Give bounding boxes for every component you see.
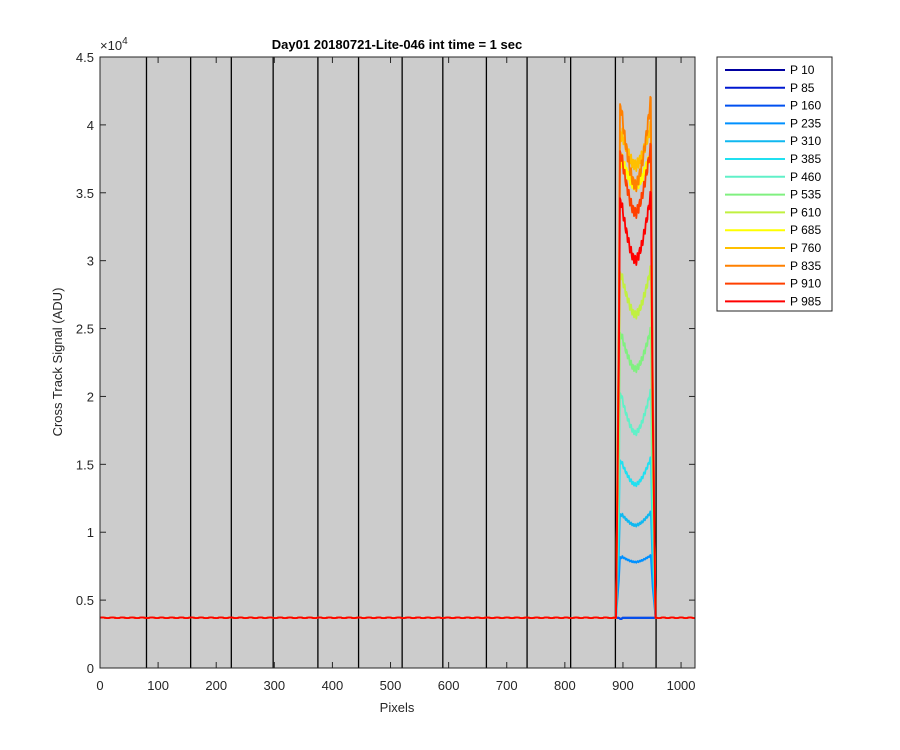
y-tick-label: 1.5 (76, 457, 94, 472)
legend-box (716, 56, 833, 312)
vertical-markers (145, 57, 657, 668)
x-tick-label: 1000 (667, 678, 696, 693)
x-tick-label: 0 (96, 678, 103, 693)
x-tick-label: 200 (205, 678, 227, 693)
x-tick-label: 600 (438, 678, 460, 693)
y-axis-label: Cross Track Signal (ADU) (50, 288, 65, 437)
y-exponent-label: ×104 (100, 36, 128, 53)
y-tick-label: 3 (87, 254, 94, 269)
x-tick-label: 400 (322, 678, 344, 693)
legend-entry: P 310 (790, 134, 821, 148)
x-tick-label: 300 (263, 678, 285, 693)
legend-entry: P 685 (790, 223, 821, 237)
y-tick-label: 1 (87, 525, 94, 540)
legend-entry: P 10 (790, 63, 815, 77)
chart-title: Day01 20180721-Lite-046 int time = 1 sec (272, 37, 522, 52)
legend-entry: P 610 (790, 205, 821, 219)
y-axis: 0 0.5 1 1.5 2 2.5 3 3.5 4 4.5 (76, 50, 695, 676)
y-tick-label: 4 (87, 118, 94, 133)
plot-frame (99, 56, 696, 669)
y-tick-label: 0.5 (76, 593, 94, 608)
plot-area (100, 57, 695, 668)
y-tick-label: 2 (87, 389, 94, 404)
legend-entry: P 535 (790, 188, 821, 202)
legend-entry: P 385 (790, 152, 821, 166)
x-tick-label: 500 (380, 678, 402, 693)
y-tick-label: 0 (87, 661, 94, 676)
legend-entry: P 985 (790, 294, 821, 308)
legend-entry: P 235 (790, 116, 821, 130)
x-tick-label: 900 (612, 678, 634, 693)
x-tick-label: 700 (496, 678, 518, 693)
legend-entry: P 160 (790, 99, 821, 113)
legend-entry: P 85 (790, 81, 815, 95)
y-tick-label: 3.5 (76, 186, 94, 201)
x-axis-label: Pixels (380, 700, 415, 715)
legend-entry: P 760 (790, 241, 821, 255)
x-tick-label: 800 (554, 678, 576, 693)
legend-entry: P 835 (790, 259, 821, 273)
legend-entry: P 460 (790, 170, 821, 184)
series-lines (99, 95, 695, 620)
legend-entry: P 910 (790, 277, 821, 291)
y-tick-label: 2.5 (76, 322, 94, 337)
x-axis: 0 100 200 300 400 500 600 700 800 900 1000 (96, 57, 696, 693)
y-tick-label: 4.5 (76, 50, 94, 65)
series-line (99, 190, 695, 619)
x-tick-label: 100 (147, 678, 169, 693)
legend: P 10 P 85 P 160 P 235 P 310 P 385 P 460 P 535 P … (716, 56, 833, 312)
